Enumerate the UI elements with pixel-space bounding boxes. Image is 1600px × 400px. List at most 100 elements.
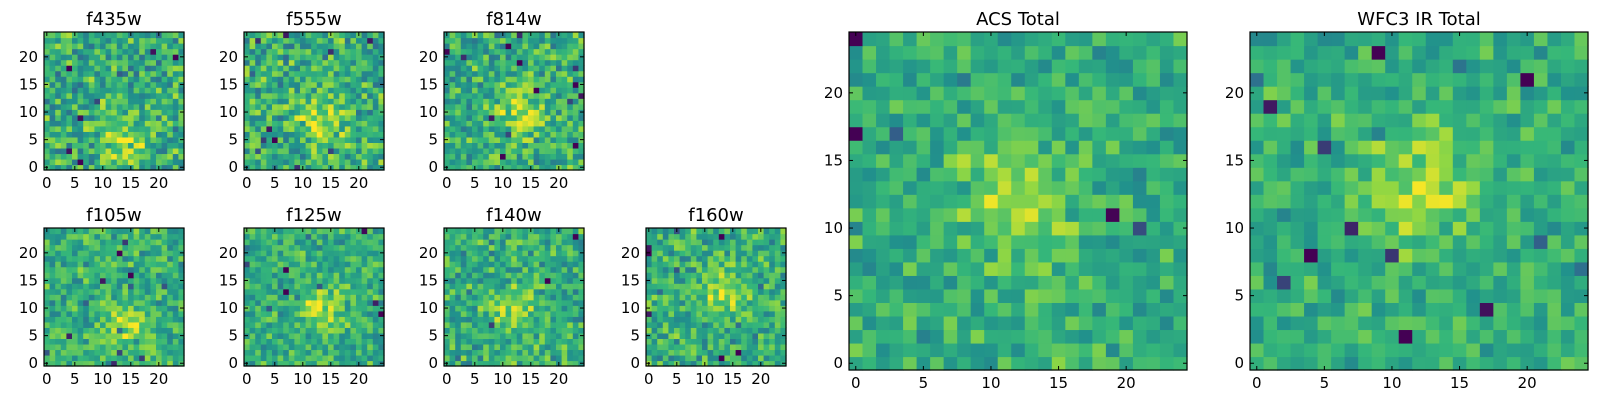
heatmap-cell <box>970 288 985 303</box>
heatmap-cell <box>367 164 374 171</box>
heatmap-cell <box>572 354 579 362</box>
heatmap-cell <box>472 277 479 284</box>
heatmap-cell <box>49 43 56 50</box>
heatmap-cell <box>707 250 714 257</box>
heatmap-cell <box>300 239 307 246</box>
heatmap-cell <box>500 76 507 83</box>
heatmap-cell <box>344 244 351 251</box>
heatmap-cell <box>679 360 686 367</box>
heatmap-cell <box>849 315 864 331</box>
heatmap-cell <box>350 332 357 339</box>
heatmap-cell <box>266 294 273 301</box>
heatmap-cell <box>713 332 720 339</box>
heatmap-cell <box>539 37 546 44</box>
heatmap-cell <box>774 266 781 273</box>
heatmap-cell <box>449 48 456 55</box>
heatmap-cell <box>916 248 931 263</box>
heatmap-cell <box>122 103 129 110</box>
heatmap-cell <box>657 316 664 323</box>
heatmap-cell <box>780 244 787 251</box>
heatmap-cell <box>144 125 151 132</box>
heatmap-cell <box>77 349 84 356</box>
heatmap-cell <box>1065 302 1080 317</box>
heatmap-cell <box>741 338 748 345</box>
heatmap-cell <box>651 244 658 251</box>
heatmap-cell <box>862 180 877 195</box>
heatmap-cell <box>161 136 168 143</box>
heatmap-cell <box>522 164 529 171</box>
heatmap-cell <box>244 76 251 83</box>
heatmap-cell <box>105 239 112 246</box>
heatmap-cell <box>539 288 546 295</box>
heatmap-cell <box>533 283 540 290</box>
heatmap-cell <box>449 239 456 246</box>
heatmap-cell <box>122 120 129 127</box>
heatmap-cell <box>657 305 664 312</box>
heatmap-cell <box>505 153 512 160</box>
heatmap-cell <box>718 261 725 268</box>
heatmap-cell <box>77 233 84 240</box>
heatmap-cell <box>539 299 546 306</box>
heatmap-cell <box>477 299 484 306</box>
heatmap-cell <box>172 255 179 262</box>
heatmap-cell <box>889 167 904 182</box>
heatmap-cell <box>556 109 563 116</box>
heatmap-cell <box>746 233 753 240</box>
heatmap-cell <box>466 153 473 160</box>
heatmap-cell <box>1105 207 1120 222</box>
heatmap-cell <box>567 233 574 240</box>
heatmap-cell <box>500 158 507 166</box>
heatmap-cell <box>283 59 290 66</box>
heatmap-cell <box>311 360 318 367</box>
heatmap-cell <box>311 228 318 235</box>
heatmap-cell <box>255 288 262 295</box>
heatmap-cell <box>567 76 574 83</box>
heatmap-cell <box>876 167 891 182</box>
heatmap-cell <box>1065 221 1080 236</box>
heatmap-cell <box>367 255 374 262</box>
heatmap-cell <box>122 343 129 351</box>
heatmap-cell <box>128 299 135 306</box>
heatmap-cell <box>505 360 512 367</box>
heatmap-cell <box>488 131 495 138</box>
heatmap-cell <box>249 332 256 339</box>
heatmap-cell <box>372 125 379 132</box>
heatmap-cell <box>477 338 484 345</box>
heatmap-cell <box>133 114 140 121</box>
heatmap-cell <box>378 349 385 356</box>
heatmap-cell <box>277 255 284 262</box>
heatmap-cell <box>730 250 737 257</box>
heatmap-cell <box>567 338 574 345</box>
heatmap-cell <box>460 255 467 262</box>
heatmap-cell <box>679 233 686 240</box>
heatmap-cell <box>477 81 484 88</box>
heatmap-cell <box>662 244 669 251</box>
heatmap-cell <box>505 32 512 39</box>
heatmap-cell <box>167 32 174 39</box>
heatmap-cell <box>533 114 540 121</box>
heatmap-cell <box>516 239 523 246</box>
heatmap-cell <box>735 310 742 317</box>
heatmap-cell <box>122 153 129 160</box>
heatmap-cell <box>316 120 323 127</box>
heatmap-cell <box>344 147 351 155</box>
heatmap-cell <box>361 87 368 94</box>
heatmap-cell <box>472 338 479 345</box>
heatmap-cell <box>277 277 284 284</box>
heatmap-cell <box>561 70 568 77</box>
heatmap-cell <box>662 349 669 356</box>
heatmap-cell <box>339 261 346 268</box>
heatmap-cell <box>477 87 484 94</box>
heatmap-cell <box>455 266 462 273</box>
heatmap-cell <box>572 48 579 55</box>
heatmap-cell <box>567 239 574 246</box>
heatmap-cell <box>758 310 765 317</box>
heatmap-cell <box>724 316 731 323</box>
heatmap-cell <box>133 158 140 166</box>
heatmap-cell <box>528 153 535 160</box>
heatmap-cell <box>55 37 62 44</box>
heatmap-cell <box>578 299 585 306</box>
heatmap-cell <box>344 65 351 72</box>
heatmap-cell <box>556 92 563 99</box>
heatmap-cell <box>533 305 540 312</box>
